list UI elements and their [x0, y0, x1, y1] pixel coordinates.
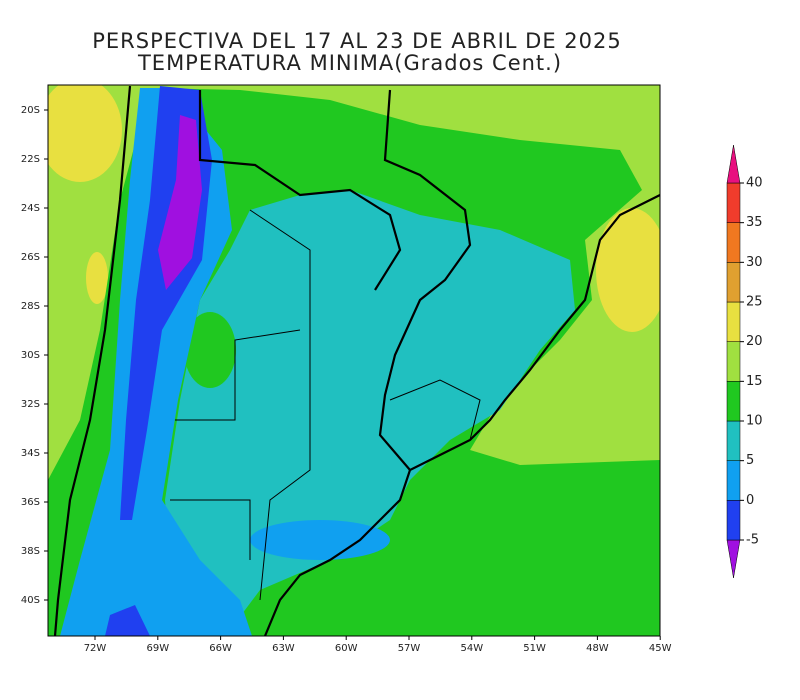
colorbar-label: 5: [746, 453, 754, 468]
colorbar-label: 35: [746, 215, 763, 230]
latitude-label: 34S: [21, 448, 40, 459]
longitude-label: 48W: [586, 643, 609, 654]
longitude-label: 63W: [272, 643, 295, 654]
title-line: TEMPERATURA MINIMA(Grados Cent.): [137, 51, 562, 75]
latitude-label: 26S: [21, 252, 40, 263]
longitude-label: 45W: [649, 643, 672, 654]
longitude-label: 66W: [209, 643, 232, 654]
latitude-label: 22S: [21, 154, 40, 165]
latitude-label: 32S: [21, 399, 40, 410]
colorbar-label: -5: [746, 533, 759, 548]
colorbar-label: 20: [746, 334, 763, 349]
latitude-label: 30S: [21, 350, 40, 361]
longitude-label: 51W: [523, 643, 546, 654]
temperature-field: [48, 85, 660, 636]
colorbar-bin: [726, 500, 741, 541]
longitude-label: 69W: [146, 643, 169, 654]
colorbar-bin: [726, 222, 741, 263]
colorbar-under: [726, 539, 741, 579]
latitude-label: 38S: [21, 546, 40, 557]
colorbar-bin: [726, 182, 741, 223]
latitude-label: 24S: [21, 203, 40, 214]
latitude-label: 28S: [21, 301, 40, 312]
colorbar-label: 40: [746, 176, 763, 191]
colorbar-bin: [726, 460, 741, 501]
longitude-label: 57W: [398, 643, 421, 654]
colorbar-bin: [726, 341, 741, 382]
longitude-label: 72W: [84, 643, 107, 654]
longitude-label: 60W: [335, 643, 358, 654]
colorbar-over: [726, 144, 741, 184]
latitude-label: 20S: [21, 105, 40, 116]
colorbar-bin: [726, 420, 741, 461]
colorbar-bin: [726, 262, 741, 303]
colorbar-bin: [726, 381, 741, 422]
title-line: PERSPECTIVA DEL 17 AL 23 DE ABRIL DE 202…: [92, 29, 622, 53]
colorbar-bin: [726, 301, 741, 342]
colorbar-label: 25: [746, 295, 763, 310]
colorbar-label: 15: [746, 374, 763, 389]
latitude-label: 40S: [21, 595, 40, 606]
colorbar-label: 10: [746, 414, 763, 429]
colorbar-label: 0: [746, 493, 754, 508]
longitude-label: 54W: [460, 643, 483, 654]
colorbar-label: 30: [746, 255, 763, 270]
latitude-label: 36S: [21, 497, 40, 508]
map-frame: [47, 84, 661, 637]
